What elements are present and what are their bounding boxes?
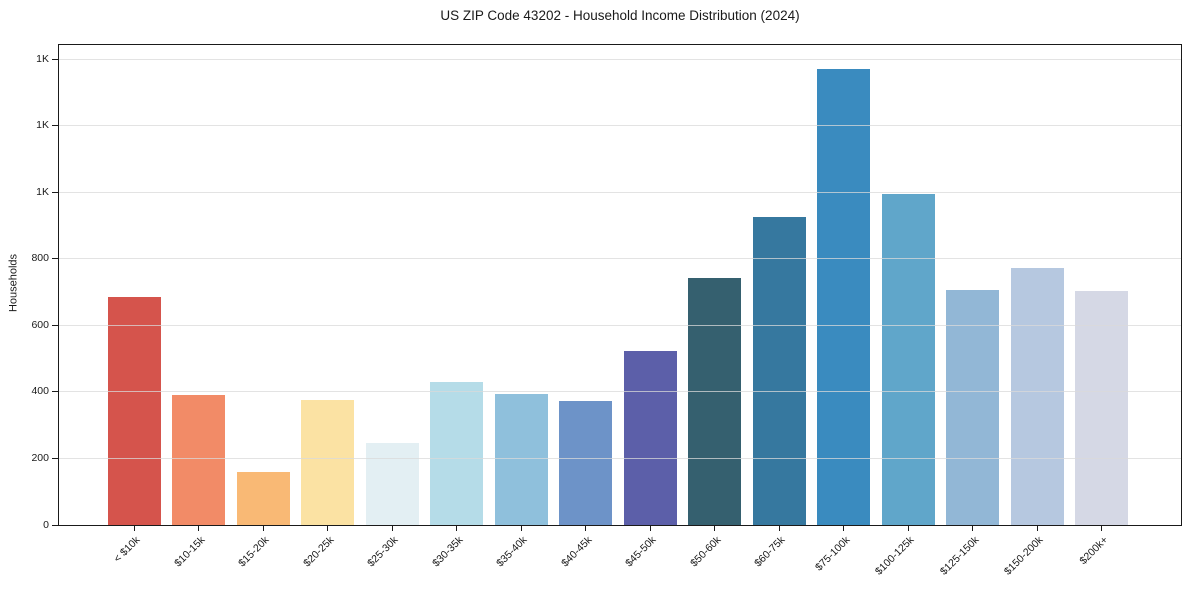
x-tick-label-$40-45k: $40-45k	[558, 534, 594, 570]
x-tick-mark	[327, 526, 328, 531]
y-tick-label: 800	[31, 252, 49, 265]
chart-title: US ZIP Code 43202 - Household Income Dis…	[440, 8, 800, 23]
x-tick-mark	[520, 526, 522, 531]
x-tick-mark	[714, 526, 715, 531]
x-tick-mark	[1036, 526, 1038, 531]
x-tick-mark	[133, 526, 135, 531]
y-tick-label: 1K	[36, 119, 49, 132]
x-tick-mark	[972, 526, 973, 531]
x-tick-label-$75-100k: $75-100k	[812, 534, 852, 574]
x-tick-mark	[1101, 526, 1102, 531]
x-tick-mark	[262, 526, 264, 531]
y-tick-mark	[52, 457, 58, 459]
bar-$15-20k	[236, 471, 290, 525]
y-tick-mark	[52, 191, 58, 193]
x-tick-label-$10-15k: $10-15k	[171, 534, 207, 570]
x-tick-mark	[391, 526, 393, 531]
y-tick-label: 1K	[36, 185, 49, 198]
bar-$10-15k	[172, 394, 225, 525]
bar-$60-75k	[752, 216, 806, 525]
bars-layer	[59, 45, 1181, 525]
x-tick-mark	[907, 526, 909, 531]
bar-$200k+	[1075, 291, 1128, 525]
bar-$45-50k	[623, 350, 677, 525]
bar-< $10k	[107, 297, 161, 525]
y-tick-mark	[52, 258, 58, 260]
bar-$40-45k	[559, 401, 612, 525]
x-tick-mark	[585, 526, 586, 531]
bar-$35-40k	[494, 393, 548, 525]
y-tick-mark	[52, 391, 58, 393]
y-tick-label: 400	[31, 385, 49, 398]
x-tick-label-$125-150k: $125-150k	[937, 534, 981, 578]
x-tick-mark	[456, 526, 457, 531]
x-tick-label-$50-60k: $50-60k	[687, 534, 723, 570]
y-tick-label: 600	[31, 318, 49, 331]
bar-$20-25k	[301, 399, 354, 525]
y-tick-mark	[52, 58, 58, 60]
x-tick-label-< $10k: < $10k	[111, 534, 143, 565]
plot-area	[58, 44, 1182, 526]
bar-$30-35k	[430, 381, 483, 525]
bar-$150-200k	[1010, 267, 1064, 525]
y-tick-label: 1K	[36, 52, 49, 65]
bar-$25-30k	[365, 442, 419, 525]
x-tick-mark	[198, 526, 199, 531]
bar-$125-150k	[946, 290, 999, 525]
bar-$100-125k	[881, 194, 935, 525]
bar-$75-100k	[817, 68, 870, 525]
y-tick-mark	[52, 324, 58, 326]
y-tick-mark	[52, 524, 58, 526]
y-tick-mark	[52, 125, 58, 127]
x-tick-label-$30-35k: $30-35k	[429, 534, 465, 570]
x-tick-mark	[649, 526, 651, 531]
bar-$50-60k	[688, 277, 741, 525]
x-tick-mark	[778, 526, 780, 531]
y-tick-label: 200	[31, 451, 49, 464]
x-tick-mark	[843, 526, 844, 531]
x-tick-label-$200k+: $200k+	[1076, 534, 1110, 568]
y-tick-label: 0	[43, 518, 49, 531]
x-tick-label-$20-25k: $20-25k	[300, 534, 336, 570]
